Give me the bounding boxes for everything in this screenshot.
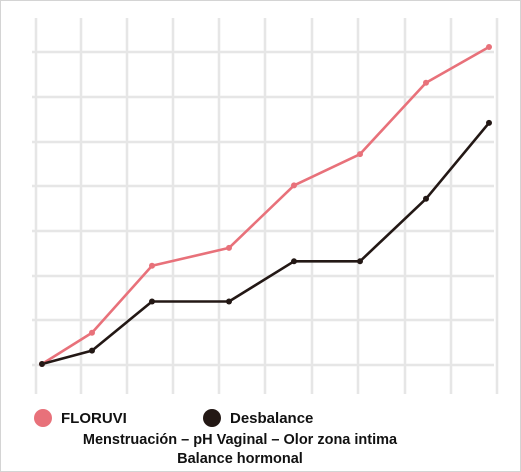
legend-label-desbalance: Desbalance	[230, 409, 314, 427]
chart-caption-line-1: Menstruación – pH Vaginal – Olor zona in…	[82, 432, 398, 448]
legend-label-floruvi: FLORUVI	[61, 409, 127, 427]
series-line-desbalance	[41, 122, 491, 366]
chart-grid	[32, 18, 499, 394]
data-point-floruvi	[89, 329, 95, 336]
legend-marker-desbalance	[203, 409, 221, 427]
data-point-desbalance	[486, 119, 492, 126]
legend-item-desbalance: Desbalance	[203, 409, 313, 427]
chart-caption-line-2: Balance hormonal	[177, 451, 303, 467]
series-line-floruvi	[41, 45, 490, 366]
data-point-desbalance	[357, 258, 363, 265]
data-point-floruvi	[423, 79, 429, 86]
data-point-desbalance	[89, 347, 95, 354]
data-point-desbalance	[423, 195, 429, 202]
chart-legend: FLORUVI Desbalance	[0, 409, 521, 433]
data-point-desbalance	[226, 298, 232, 305]
chart-series-lines	[41, 45, 491, 366]
data-point-floruvi	[357, 151, 363, 158]
line-chart	[32, 18, 499, 394]
data-point-desbalance	[291, 258, 297, 265]
legend-marker-floruvi	[34, 409, 52, 427]
data-point-desbalance	[39, 361, 45, 367]
data-point-floruvi	[486, 44, 492, 50]
legend-item-floruvi: FLORUVI	[34, 409, 127, 427]
data-point-floruvi	[226, 244, 232, 251]
data-point-floruvi	[291, 182, 297, 189]
chart-series-points	[39, 44, 492, 367]
data-point-desbalance	[149, 298, 155, 305]
data-point-floruvi	[149, 262, 155, 269]
